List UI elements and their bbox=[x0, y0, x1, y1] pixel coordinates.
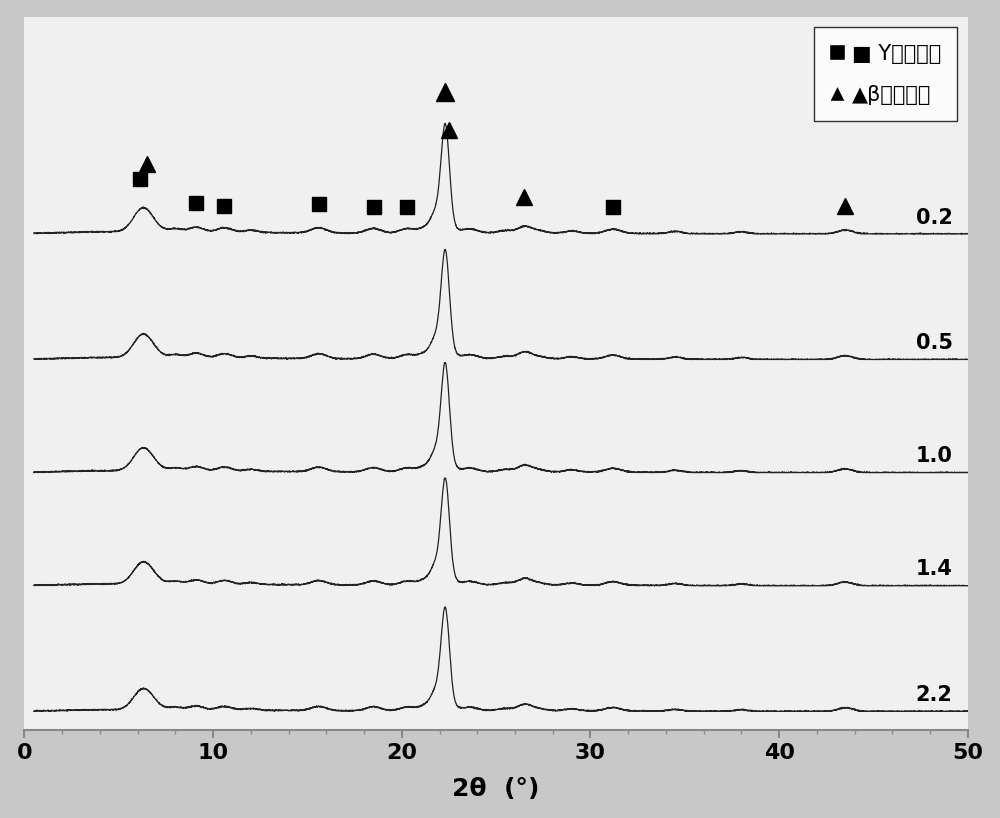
Legend: ■ Y型分子筛, ▲β型分子筛: ■ Y型分子筛, ▲β型分子筛 bbox=[814, 27, 957, 121]
Text: 2.2: 2.2 bbox=[916, 685, 953, 705]
Text: 1.4: 1.4 bbox=[916, 560, 953, 579]
Text: 0.2: 0.2 bbox=[916, 208, 953, 227]
Text: 0.5: 0.5 bbox=[916, 333, 953, 353]
Text: 1.0: 1.0 bbox=[916, 447, 953, 466]
X-axis label: 2θ  (°): 2θ (°) bbox=[452, 777, 540, 802]
